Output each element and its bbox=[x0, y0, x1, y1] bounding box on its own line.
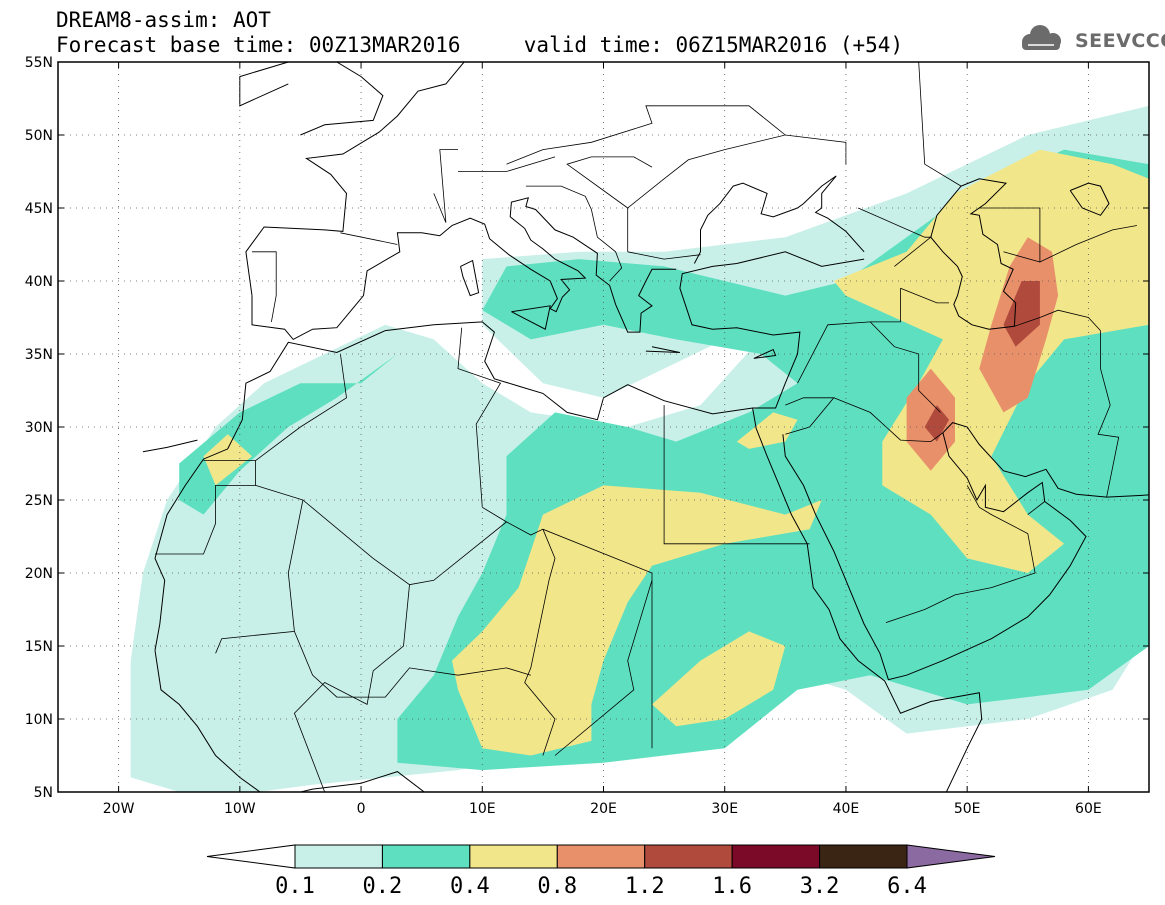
x-tick-label: 60E bbox=[1075, 801, 1102, 817]
border-18 bbox=[1014, 309, 1101, 331]
aot-region-1.2-1.6 bbox=[1003, 281, 1040, 347]
border-4 bbox=[457, 327, 502, 508]
aot-region-0.4-0.8 bbox=[652, 631, 786, 727]
border-9 bbox=[293, 584, 410, 792]
y-tick-label: 15N bbox=[25, 639, 53, 655]
axis-ticks: 20W 10W 0 10E 20E 30E 40E 50E 60E 5N 10N 15N 20N 25N 3… bbox=[25, 55, 1149, 817]
aot-contours bbox=[130, 105, 1149, 792]
coastline-7 bbox=[511, 305, 551, 330]
x-tick-label: 40E bbox=[833, 801, 860, 817]
chart-subtitle: Forecast base time: 00Z13MAR2016 valid t… bbox=[56, 33, 904, 57]
border-21 bbox=[627, 134, 847, 252]
border-15 bbox=[900, 287, 949, 304]
coastline-0 bbox=[154, 650, 426, 792]
coastline-1 bbox=[154, 251, 865, 651]
x-tick-label: 10W bbox=[224, 801, 256, 817]
coastline-8 bbox=[645, 346, 681, 353]
aot-region-1.2-1.6 bbox=[924, 405, 949, 442]
y-tick-label: 20N bbox=[25, 566, 53, 582]
coastline-13 bbox=[142, 439, 198, 453]
border-1 bbox=[155, 460, 256, 555]
coastline-9 bbox=[753, 348, 777, 359]
border-19 bbox=[857, 207, 932, 267]
coastline-2 bbox=[752, 407, 983, 792]
x-tick-label: 30E bbox=[711, 801, 738, 817]
y-tick-label: 5N bbox=[34, 785, 53, 801]
border-26 bbox=[340, 232, 398, 245]
colorbar-label: 1.6 bbox=[712, 874, 752, 899]
colorbar-arrow-high bbox=[906, 844, 996, 869]
border-30 bbox=[979, 207, 1137, 263]
coastline-12 bbox=[1069, 182, 1110, 216]
colorbar-label: 1.2 bbox=[625, 874, 665, 899]
x-tick-label: 20W bbox=[103, 801, 135, 817]
y-tick-label: 25N bbox=[25, 493, 53, 509]
border-3 bbox=[302, 499, 653, 749]
colorbar-label: 0.8 bbox=[537, 874, 577, 899]
coastlines bbox=[142, 62, 1149, 792]
colorbar-label: 3.2 bbox=[800, 874, 840, 899]
colorbar-label: 0.2 bbox=[363, 874, 403, 899]
x-tick-label: 10E bbox=[469, 801, 496, 817]
colorbar-segment bbox=[556, 844, 646, 869]
border-32 bbox=[1027, 501, 1045, 515]
y-tick-label: 50N bbox=[25, 128, 53, 144]
border-25 bbox=[433, 149, 458, 223]
border-27 bbox=[252, 251, 277, 322]
border-23 bbox=[506, 105, 786, 165]
border-8 bbox=[524, 529, 556, 756]
border-28 bbox=[525, 185, 623, 282]
border-29 bbox=[918, 62, 962, 187]
coastline-14 bbox=[239, 62, 289, 107]
border-16 bbox=[885, 485, 1036, 623]
border-0 bbox=[255, 353, 347, 461]
y-tick-label: 55N bbox=[25, 55, 53, 71]
y-tick-label: 35N bbox=[25, 347, 53, 363]
y-tick-label: 45N bbox=[25, 201, 53, 217]
border-2 bbox=[215, 485, 304, 654]
aot-region-0.2-0.4 bbox=[179, 354, 398, 515]
x-tick-label: 20E bbox=[590, 801, 617, 817]
border-10 bbox=[294, 631, 531, 698]
border-7 bbox=[554, 580, 653, 756]
border-22 bbox=[566, 156, 653, 209]
colorbar-label: 0.4 bbox=[450, 874, 490, 899]
colorbar-label: 0.1 bbox=[275, 874, 315, 899]
coastline-3 bbox=[782, 422, 1149, 681]
border-6 bbox=[663, 405, 810, 545]
x-tick-label: 0 bbox=[357, 801, 366, 817]
border-13 bbox=[833, 397, 944, 443]
colorbar-segment bbox=[819, 844, 908, 869]
coastline-15 bbox=[300, 62, 384, 136]
logo-text: SEEVCCC bbox=[1075, 30, 1165, 52]
coastline-4 bbox=[245, 62, 465, 296]
colorbar-label: 6.4 bbox=[887, 874, 927, 899]
colorbar-segment bbox=[644, 844, 733, 869]
border-20 bbox=[627, 251, 701, 260]
border-31 bbox=[1003, 251, 1041, 263]
aot-region-0.4-0.8 bbox=[203, 434, 252, 486]
coastline-5 bbox=[251, 197, 677, 341]
aot-region-0.4-0.8 bbox=[452, 485, 822, 756]
coastline-6 bbox=[460, 259, 480, 297]
chart-title: DREAM8-assim: AOT bbox=[56, 8, 271, 32]
y-tick-label: 30N bbox=[25, 420, 53, 436]
border-14 bbox=[869, 321, 941, 413]
colorbar: 0.1 0.2 0.4 0.8 1.2 1.6 3.2 6.4 bbox=[206, 844, 996, 899]
y-tick-label: 40N bbox=[25, 274, 53, 290]
border-5 bbox=[482, 506, 507, 523]
border-17 bbox=[1097, 330, 1120, 498]
coastline-10 bbox=[693, 175, 865, 264]
colorbar-segment bbox=[469, 844, 558, 869]
colorbar-arrow-low bbox=[206, 844, 296, 869]
aot-region-0.4-0.8 bbox=[736, 412, 798, 449]
colorbar-segment bbox=[731, 844, 821, 869]
colorbar-segment bbox=[381, 844, 471, 869]
cloud-icon bbox=[1022, 25, 1061, 50]
border-24 bbox=[458, 156, 556, 172]
y-tick-label: 10N bbox=[25, 712, 53, 728]
x-tick-label: 50E bbox=[954, 801, 981, 817]
colorbar-segment bbox=[294, 844, 383, 869]
